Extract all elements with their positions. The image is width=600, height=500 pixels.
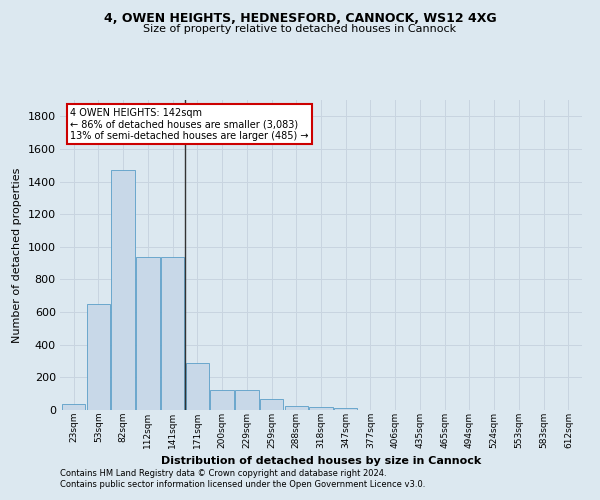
Bar [112, 170, 135, 410]
Text: Contains public sector information licensed under the Open Government Licence v3: Contains public sector information licen… [60, 480, 425, 489]
Bar [185, 362, 209, 410]
Text: 4, OWEN HEIGHTS, HEDNESFORD, CANNOCK, WS12 4XG: 4, OWEN HEIGHTS, HEDNESFORD, CANNOCK, WS… [104, 12, 496, 26]
Bar [235, 390, 259, 410]
Bar [86, 304, 110, 410]
Bar [260, 400, 283, 410]
Bar [136, 256, 160, 410]
X-axis label: Distribution of detached houses by size in Cannock: Distribution of detached houses by size … [161, 456, 481, 466]
Bar [161, 256, 184, 410]
Bar [210, 390, 234, 410]
Bar [309, 406, 333, 410]
Y-axis label: Number of detached properties: Number of detached properties [12, 168, 22, 342]
Bar [284, 406, 308, 410]
Text: 4 OWEN HEIGHTS: 142sqm
← 86% of detached houses are smaller (3,083)
13% of semi-: 4 OWEN HEIGHTS: 142sqm ← 86% of detached… [70, 108, 309, 141]
Text: Contains HM Land Registry data © Crown copyright and database right 2024.: Contains HM Land Registry data © Crown c… [60, 468, 386, 477]
Bar [334, 408, 358, 410]
Text: Size of property relative to detached houses in Cannock: Size of property relative to detached ho… [143, 24, 457, 34]
Bar [62, 404, 85, 410]
